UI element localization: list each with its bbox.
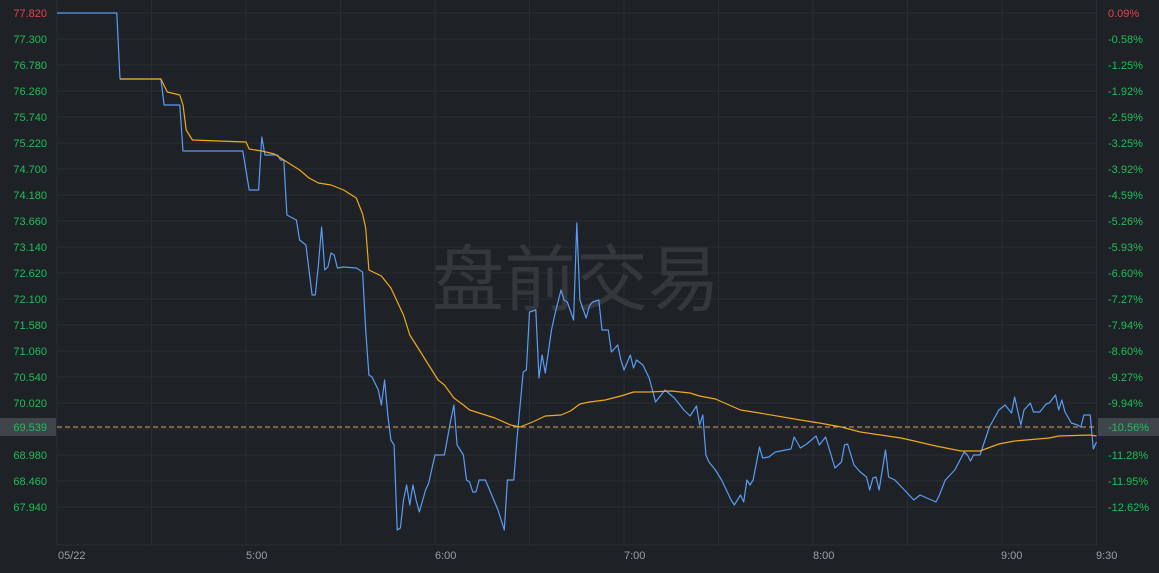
y-tick-label-right: -1.92%: [1108, 86, 1143, 98]
y-tick-label-right: -7.94%: [1108, 320, 1143, 332]
y-tick-label-right: -9.27%: [1108, 372, 1143, 384]
x-tick-label: 6:00: [435, 550, 456, 562]
y-tick-label-left: 76.260: [13, 86, 47, 98]
y-tick-label-left: 72.620: [13, 268, 47, 280]
x-tick-label: 05/22: [58, 550, 86, 562]
y-tick-label-right: -5.93%: [1108, 242, 1143, 254]
y-tick-label-left: 72.100: [13, 294, 47, 306]
y-tick-label-right: -4.59%: [1108, 190, 1143, 202]
y-tick-label-left: 71.060: [13, 346, 47, 358]
y-tick-label-left: 67.940: [13, 502, 47, 514]
y-tick-label-right: -3.92%: [1108, 164, 1143, 176]
reference-percent-label: -10.56%: [1108, 422, 1149, 434]
x-tick-label: 9:00: [1001, 550, 1022, 562]
y-tick-label-right: -8.60%: [1108, 346, 1143, 358]
y-tick-label-left: 74.700: [13, 164, 47, 176]
y-tick-label-left: 68.460: [13, 476, 47, 488]
right-axis: 0.09% -0.58% -1.25% -1.92% -2.59% -3.25% -3.92…: [1108, 8, 1149, 514]
y-tick-label-right: -11.28%: [1108, 450, 1148, 462]
y-tick-label-right: -5.26%: [1108, 216, 1143, 228]
y-tick-label-left: 74.180: [13, 190, 47, 202]
y-tick-label-right: -11.95%: [1108, 476, 1148, 488]
y-tick-label-left: 70.020: [13, 398, 47, 410]
y-tick-label-right: 0.09%: [1108, 8, 1139, 20]
reference-price-box: [0, 418, 56, 437]
y-tick-label-right: -9.94%: [1108, 398, 1143, 410]
x-tick-label: 8:00: [813, 550, 834, 562]
y-tick-label-left: 73.660: [13, 216, 47, 228]
y-tick-label-right: -2.59%: [1108, 112, 1143, 124]
reference-line-group: 69.539 -10.56%: [0, 418, 1159, 437]
y-tick-label-right: -6.60%: [1108, 268, 1143, 280]
y-tick-label-right: -1.25%: [1108, 60, 1143, 72]
average-price-line: [120, 78, 1097, 452]
reference-percent-box: [1098, 418, 1159, 437]
y-tick-label-right: -7.27%: [1108, 294, 1143, 306]
y-tick-label-right: -0.58%: [1108, 34, 1143, 46]
y-tick-label-left: 70.540: [13, 372, 47, 384]
y-tick-label-right: -3.25%: [1108, 138, 1143, 150]
grid: [56, 0, 1097, 546]
reference-price-label: 69.539: [13, 422, 47, 434]
y-tick-label-left: 77.820: [13, 8, 47, 20]
series-lines: [57, 12, 1098, 531]
y-tick-label-left: 77.300: [13, 34, 47, 46]
y-tick-label-right: -12.62%: [1108, 502, 1149, 514]
y-tick-label-left: 75.740: [13, 112, 47, 124]
x-tick-label: 5:00: [246, 550, 267, 562]
left-axis: 77.820 77.300 76.780 76.260 75.740 75.220 74.7…: [13, 8, 47, 514]
x-tick-label: 9:30: [1096, 550, 1117, 562]
price-line: [57, 12, 1098, 531]
y-tick-label-left: 73.140: [13, 242, 47, 254]
y-tick-label-left: 68.980: [13, 450, 47, 462]
x-axis: 05/22 5:00 6:00 7:00 8:00 9:00 9:30: [58, 550, 1117, 562]
y-tick-label-left: 71.580: [13, 320, 47, 332]
x-tick-label: 7:00: [624, 550, 645, 562]
y-tick-label-left: 75.220: [13, 138, 47, 150]
y-tick-label-left: 76.780: [13, 60, 47, 72]
